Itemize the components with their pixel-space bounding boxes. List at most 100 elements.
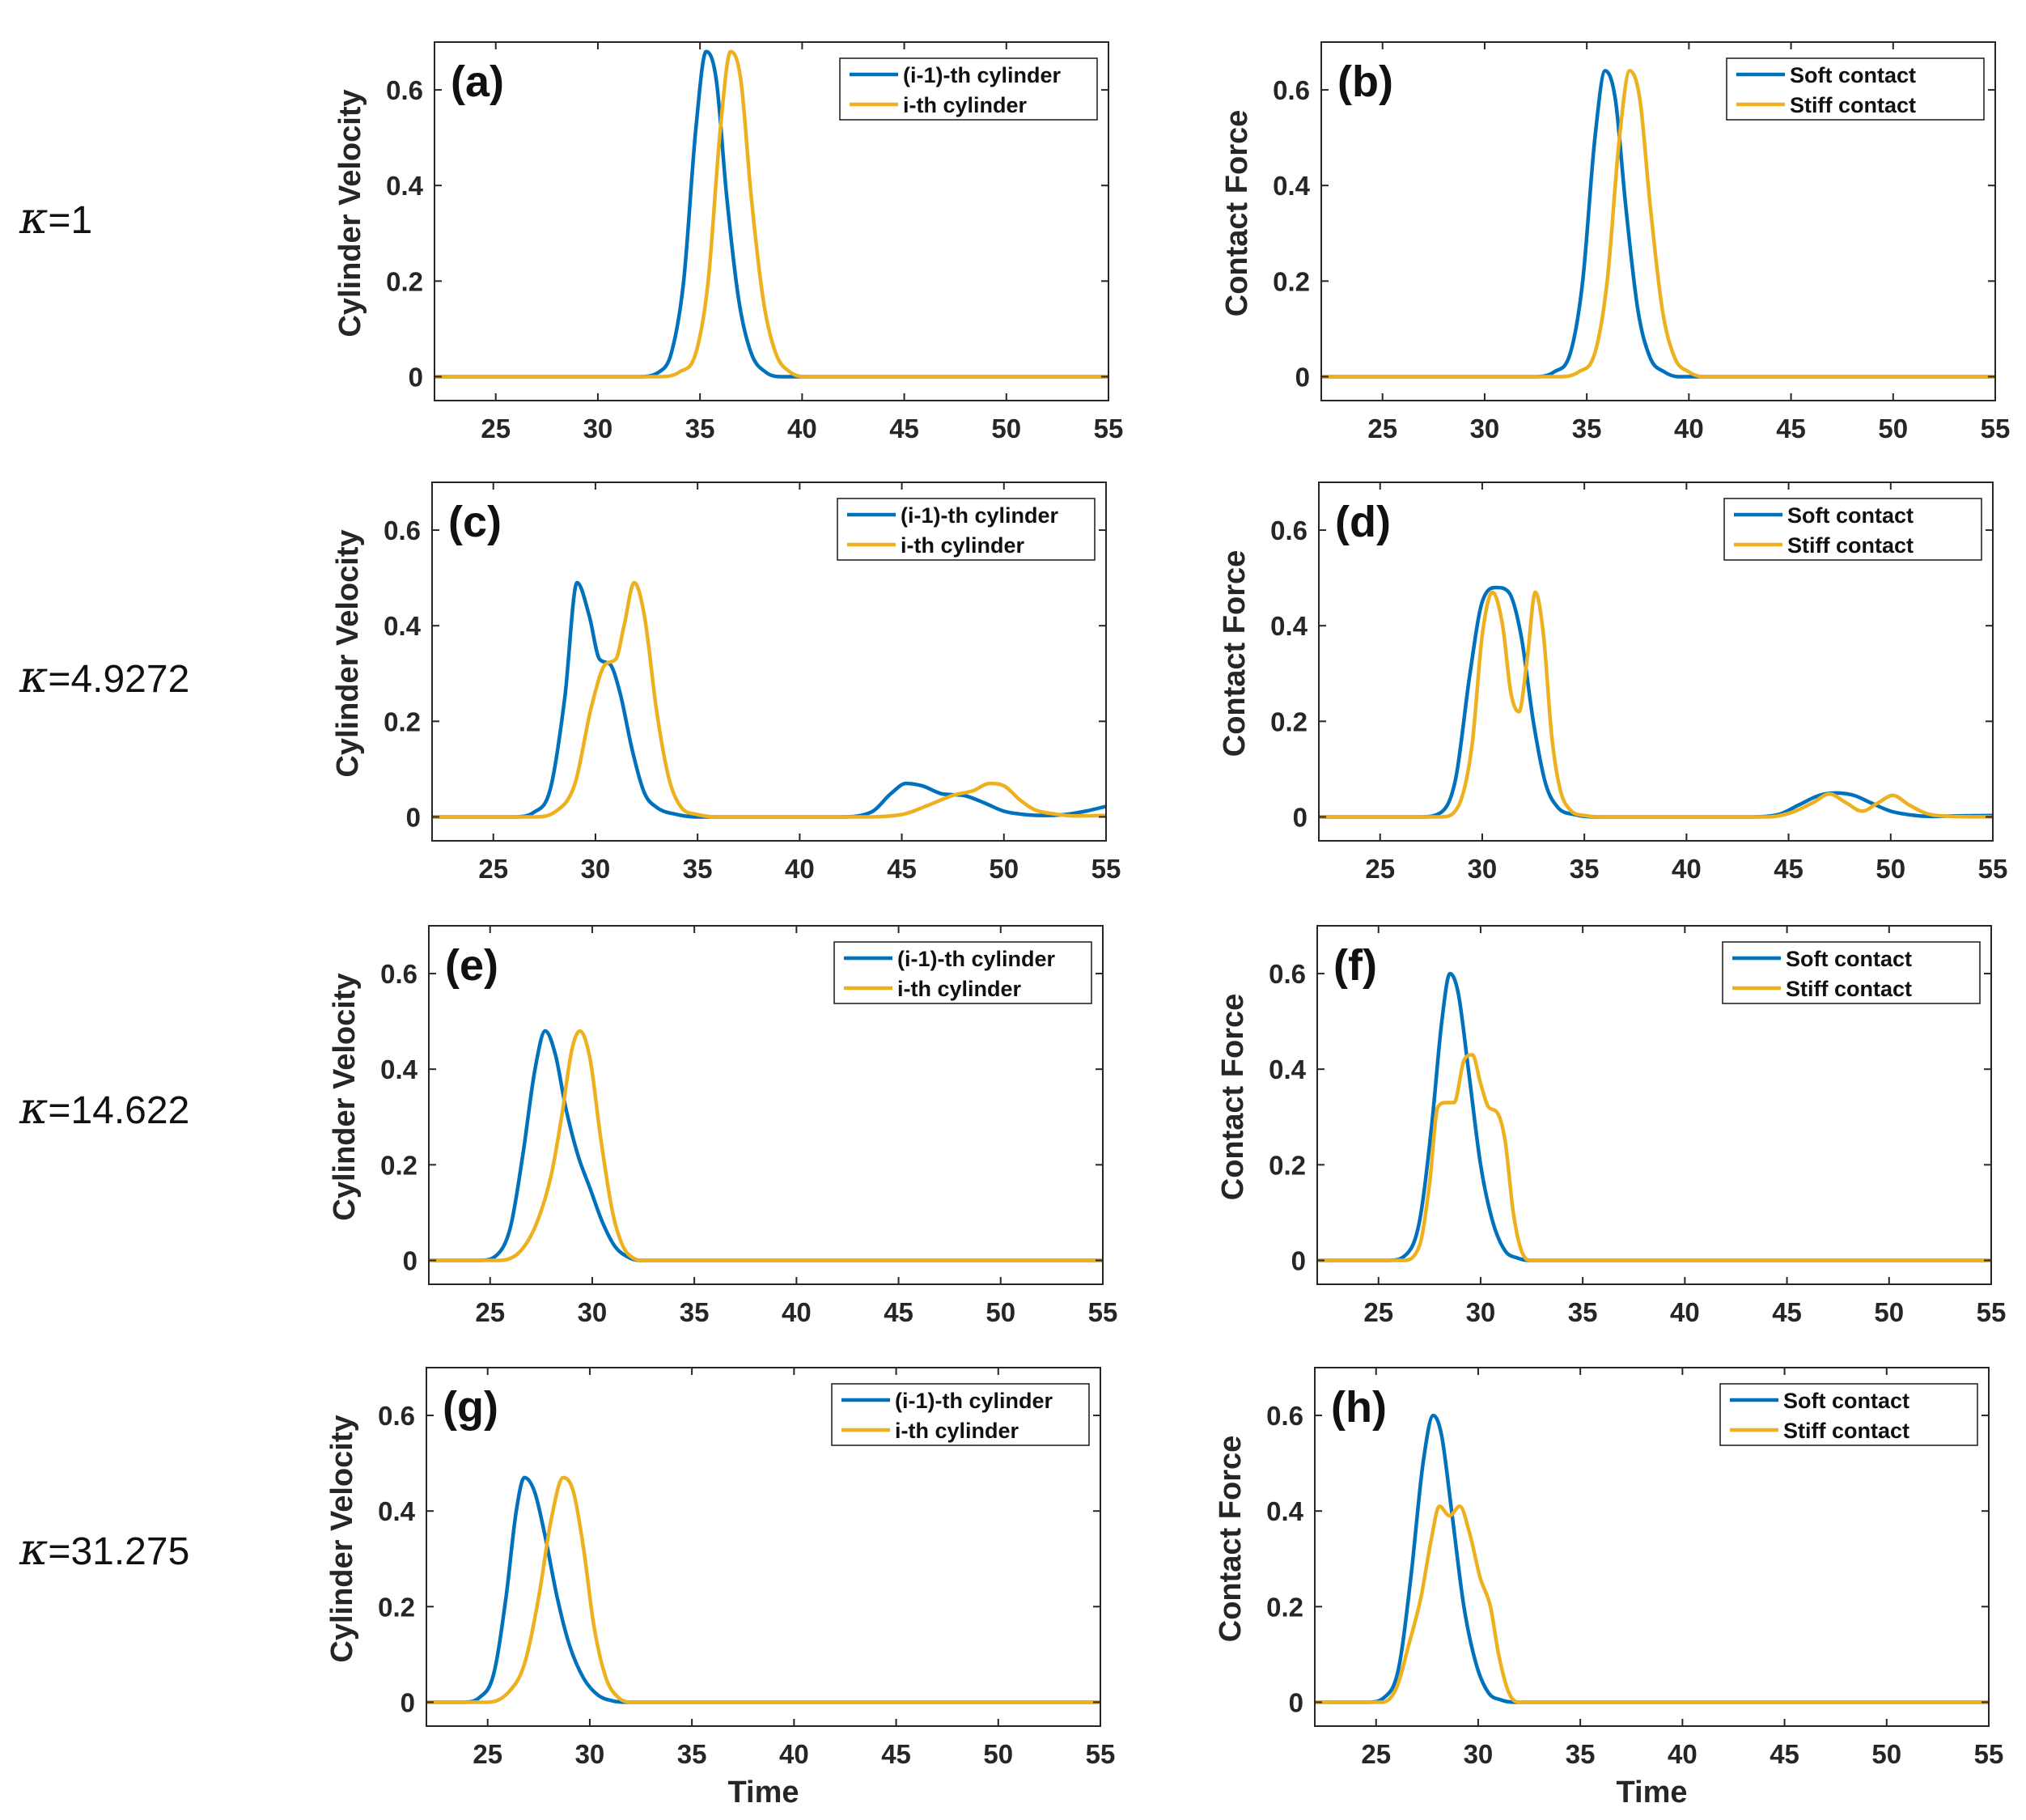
legend-entry: i-th cylinder xyxy=(901,533,1025,558)
x-tick-label: 45 xyxy=(884,1297,913,1327)
x-tick-label: 45 xyxy=(1772,1297,1802,1327)
x-tick-label: 25 xyxy=(1361,1739,1391,1769)
x-tick-label: 30 xyxy=(578,1297,608,1327)
x-tick-label: 25 xyxy=(473,1739,502,1769)
axes-box xyxy=(431,482,1107,842)
x-axis-label: Time xyxy=(1616,1775,1687,1809)
legend-entry: Soft contact xyxy=(1787,503,1914,528)
x-tick-label: 30 xyxy=(1464,1739,1494,1769)
x-tick-label: 45 xyxy=(887,854,917,884)
x-tick-label: 45 xyxy=(1770,1739,1799,1769)
series-line xyxy=(432,580,1106,819)
y-tick-label: 0.4 xyxy=(1269,1054,1307,1084)
axes-box xyxy=(1318,482,1994,842)
x-tick-label: 45 xyxy=(881,1739,911,1769)
legend-entry: Soft contact xyxy=(1790,63,1916,87)
legend: Soft contact Stiff contact xyxy=(1719,1383,1978,1446)
legend-box xyxy=(839,57,1098,121)
y-tick-label: 0 xyxy=(406,802,421,832)
y-axis-label: Contact Force xyxy=(1216,994,1250,1200)
x-tick-label: 40 xyxy=(1670,1297,1700,1327)
legend-entry: i-th cylinder xyxy=(903,93,1028,117)
x-tick-label: 35 xyxy=(1572,414,1602,443)
legend-entry: (i-1)-th cylinder xyxy=(901,503,1059,528)
x-tick-label: 30 xyxy=(1470,414,1500,443)
series-line xyxy=(1317,1053,1991,1262)
y-tick-label: 0 xyxy=(409,362,423,392)
kappa-value: =4.9272 xyxy=(48,658,190,701)
y-tick-label: 0.6 xyxy=(1273,75,1310,105)
kappa-value: =1 xyxy=(48,199,93,242)
x-tick-label: 25 xyxy=(1363,1297,1393,1327)
axes-box xyxy=(1314,1367,1990,1727)
y-tick-label: 0.4 xyxy=(1273,171,1311,201)
y-axis-label: Contact Force xyxy=(1220,110,1254,316)
y-tick-label: 0.2 xyxy=(378,1592,415,1622)
series-line xyxy=(426,1475,1100,1704)
x-tick-label: 35 xyxy=(1568,1297,1598,1327)
x-tick-label: 55 xyxy=(1086,1739,1116,1769)
x-tick-label: 50 xyxy=(1876,854,1905,884)
kappa-symbol: κ xyxy=(19,651,49,702)
x-tick-label: 50 xyxy=(1871,1739,1901,1769)
y-tick-label: 0.6 xyxy=(1269,959,1306,989)
y-tick-label: 0.2 xyxy=(1270,706,1308,736)
x-tick-label: 40 xyxy=(787,414,817,443)
chart-panel: 25 30 35 40 45 50 55 0 0.2 0.4 0.6 Cylinder Velocit… xyxy=(328,925,1118,1327)
y-axis-label: Cylinder Velocity xyxy=(325,1415,359,1662)
y-tick-label: 0 xyxy=(403,1245,417,1275)
x-tick-label: 35 xyxy=(677,1739,707,1769)
legend: (i-1)-th cylinder i-th cylinder xyxy=(831,1383,1090,1446)
legend-entry: (i-1)-th cylinder xyxy=(895,1389,1053,1413)
legend-box xyxy=(1719,1383,1978,1446)
panel-label: (b) xyxy=(1337,57,1393,106)
x-tick-label: 50 xyxy=(1874,1297,1904,1327)
x-tick-label: 25 xyxy=(475,1297,505,1327)
y-tick-label: 0.2 xyxy=(380,1150,417,1180)
legend-entry: Stiff contact xyxy=(1787,533,1914,558)
x-tick-label: 40 xyxy=(1674,414,1704,443)
series-line xyxy=(1319,585,1993,819)
x-tick-label: 35 xyxy=(683,854,713,884)
x-tick-label: 55 xyxy=(1088,1297,1118,1327)
kappa-symbol: κ xyxy=(19,1524,49,1575)
x-tick-label: 30 xyxy=(575,1739,605,1769)
legend-entry: Stiff contact xyxy=(1783,1419,1909,1443)
panel-label: (c) xyxy=(448,498,502,546)
legend-entry: Stiff contact xyxy=(1786,977,1912,1001)
panel-label: (h) xyxy=(1331,1383,1387,1432)
series-line xyxy=(434,49,1108,379)
x-tick-label: 50 xyxy=(989,854,1019,884)
x-tick-label: 25 xyxy=(478,854,508,884)
chart-panel: 25 30 35 40 45 50 55 0 0.2 0.4 0.6 Cylinder Velocit… xyxy=(333,41,1124,443)
legend: (i-1)-th cylinder i-th cylinder xyxy=(839,57,1098,121)
legend-entry: (i-1)-th cylinder xyxy=(897,947,1056,971)
y-tick-label: 0.6 xyxy=(378,1401,415,1431)
x-tick-label: 55 xyxy=(1094,414,1124,443)
x-tick-label: 30 xyxy=(1466,1297,1496,1327)
series-line xyxy=(429,1029,1103,1262)
axes-box xyxy=(428,925,1104,1285)
series-line xyxy=(1321,69,1995,379)
y-axis-label: Cylinder Velocity xyxy=(331,529,365,777)
y-tick-label: 0.4 xyxy=(380,1054,418,1084)
x-tick-label: 55 xyxy=(1091,854,1121,884)
x-tick-label: 55 xyxy=(1978,854,2008,884)
legend: (i-1)-th cylinder i-th cylinder xyxy=(837,498,1096,561)
y-tick-label: 0.6 xyxy=(1270,515,1308,545)
x-tick-label: 35 xyxy=(685,414,715,443)
series-line xyxy=(1317,971,1991,1262)
panel-label: (f) xyxy=(1333,941,1377,990)
series-line xyxy=(434,49,1108,379)
x-tick-label: 45 xyxy=(1774,854,1803,884)
x-tick-label: 45 xyxy=(1776,414,1806,443)
y-tick-label: 0.4 xyxy=(1266,1496,1304,1526)
panel-label: (a) xyxy=(451,57,504,106)
legend-entry: Soft contact xyxy=(1783,1389,1909,1413)
x-tick-label: 30 xyxy=(1468,854,1498,884)
x-tick-label: 40 xyxy=(1668,1739,1698,1769)
legend-box xyxy=(1723,498,1982,561)
x-tick-label: 50 xyxy=(985,1297,1015,1327)
y-tick-label: 0.4 xyxy=(1270,611,1308,641)
